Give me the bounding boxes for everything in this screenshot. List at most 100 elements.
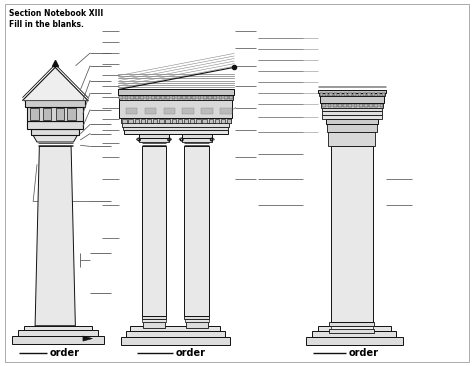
Bar — [348, 104, 352, 107]
Bar — [135, 96, 139, 99]
Bar — [165, 119, 170, 123]
Bar — [215, 119, 219, 123]
Bar — [145, 108, 156, 114]
Bar — [161, 96, 165, 99]
Bar — [164, 108, 175, 114]
Bar — [322, 111, 382, 115]
Bar — [122, 123, 229, 127]
Bar — [142, 146, 166, 316]
Bar — [364, 104, 368, 107]
Bar — [135, 119, 139, 123]
Bar — [31, 129, 79, 135]
Bar — [126, 108, 137, 114]
Bar — [121, 118, 231, 123]
Polygon shape — [35, 146, 75, 326]
Bar — [190, 119, 194, 123]
Bar — [119, 100, 232, 118]
Bar — [331, 146, 373, 322]
Polygon shape — [83, 336, 92, 341]
Bar — [187, 96, 191, 99]
Bar — [166, 96, 170, 99]
Bar — [318, 90, 386, 93]
Bar — [209, 119, 213, 123]
Bar — [143, 322, 165, 328]
Bar — [363, 93, 366, 96]
Bar — [208, 96, 212, 99]
Bar — [221, 119, 225, 123]
Bar — [367, 93, 371, 96]
Bar — [43, 108, 51, 120]
Bar — [146, 96, 149, 99]
Bar — [369, 104, 373, 107]
Bar — [119, 96, 123, 99]
Bar — [339, 93, 342, 96]
Bar — [348, 93, 352, 96]
Bar — [18, 330, 98, 336]
Bar — [124, 130, 228, 134]
Bar — [12, 336, 104, 344]
Bar — [172, 96, 175, 99]
Bar — [333, 104, 337, 107]
Bar — [139, 134, 169, 138]
Bar — [320, 96, 384, 103]
Bar — [325, 93, 328, 96]
Bar — [382, 93, 385, 96]
Bar — [130, 326, 220, 331]
Bar — [380, 104, 383, 107]
Bar — [219, 96, 222, 99]
Bar — [320, 93, 323, 96]
Bar — [327, 124, 377, 132]
Text: Fill in the blanks.: Fill in the blanks. — [9, 20, 84, 29]
Bar — [344, 93, 347, 96]
Bar — [326, 119, 378, 124]
Bar — [338, 104, 342, 107]
Bar — [125, 96, 128, 99]
Bar — [27, 121, 83, 129]
Bar — [121, 337, 230, 345]
Bar — [156, 96, 160, 99]
Bar — [312, 331, 396, 337]
Bar — [321, 103, 383, 108]
Bar — [142, 316, 166, 319]
Bar — [306, 337, 403, 345]
Bar — [198, 96, 201, 99]
Bar — [334, 93, 337, 96]
Bar — [184, 119, 188, 123]
Polygon shape — [23, 67, 88, 100]
Bar — [201, 108, 213, 114]
Bar — [196, 119, 201, 123]
Bar — [202, 119, 207, 123]
Bar — [126, 331, 225, 337]
Bar — [328, 132, 375, 146]
Bar — [329, 322, 374, 326]
Bar — [328, 104, 331, 107]
Bar — [142, 319, 166, 322]
Bar — [184, 316, 209, 319]
Bar — [329, 329, 374, 333]
Bar — [319, 93, 385, 96]
Polygon shape — [33, 135, 77, 142]
Bar — [220, 108, 232, 114]
Bar — [343, 104, 347, 107]
Bar — [118, 95, 233, 100]
Bar — [159, 119, 164, 123]
Bar — [192, 96, 196, 99]
Bar — [67, 108, 76, 120]
Bar — [139, 138, 169, 142]
Bar — [177, 96, 181, 99]
Text: order: order — [175, 348, 205, 358]
Bar — [140, 96, 144, 99]
Bar — [203, 96, 207, 99]
Bar — [182, 108, 194, 114]
Bar — [27, 107, 83, 121]
Bar — [182, 138, 212, 142]
Bar — [229, 96, 233, 99]
Bar — [30, 108, 39, 120]
Bar — [123, 127, 228, 130]
Bar — [318, 326, 391, 331]
Bar — [331, 326, 373, 329]
Bar — [374, 104, 378, 107]
Bar — [122, 119, 127, 123]
Bar — [182, 134, 212, 138]
Bar — [130, 96, 134, 99]
